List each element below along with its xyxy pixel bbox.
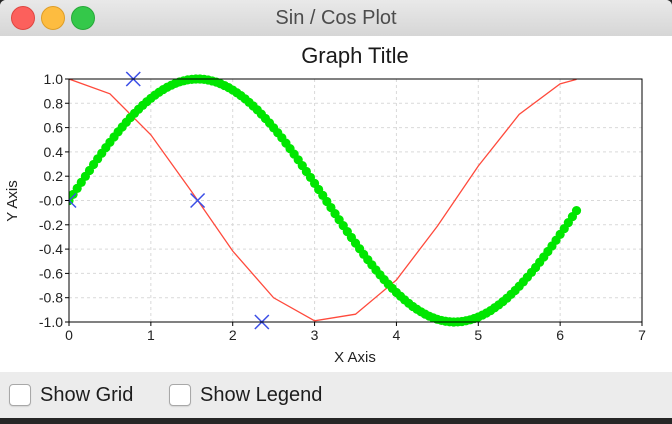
x-tick-label: 1 [147, 327, 155, 343]
chart-title: Graph Title [301, 43, 409, 68]
x-tick-label: 6 [556, 327, 564, 343]
y-tick-label: 0.8 [44, 95, 64, 111]
show-grid-checkbox[interactable] [9, 384, 31, 406]
x-tick-label: 4 [393, 327, 401, 343]
show-grid-option[interactable]: Show Grid [9, 383, 133, 407]
zoom-window-button[interactable] [71, 6, 95, 30]
cos-series-line [69, 78, 577, 322]
sin-cos-chart: 0 1 2 3 4 5 6 7 1.0 0.8 0.6 0.4 0.2 -0.0 -0.2 -0.4 -0.6 -… [4, 43, 646, 366]
y-tick-label: -1.0 [39, 314, 63, 330]
y-tick-label: 0.6 [44, 120, 64, 136]
x-tick-label: 0 [65, 327, 73, 343]
controls-bar: Show Grid Show Legend [0, 372, 672, 418]
x-tick-label: 7 [638, 327, 646, 343]
x-marker-point [69, 192, 77, 209]
y-tick-label: -0.0 [39, 193, 63, 209]
x-marker-stroke [69, 199, 77, 209]
chart-panel: 0 1 2 3 4 5 6 7 1.0 0.8 0.6 0.4 0.2 -0.0 -0.2 -0.4 -0.6 -… [0, 36, 672, 372]
title-bar[interactable]: Sin / Cos Plot [0, 0, 672, 37]
x-marker-point [190, 192, 206, 209]
x-tick-label: 2 [229, 327, 237, 343]
y-tick-label: -0.6 [39, 265, 63, 281]
y-axis-label: Y Axis [4, 180, 21, 221]
x-axis-label: X Axis [334, 349, 376, 366]
show-legend-option[interactable]: Show Legend [169, 383, 322, 407]
x-tick-label: 5 [474, 327, 482, 343]
close-window-button[interactable] [11, 6, 35, 30]
x-tick-label: 3 [311, 327, 319, 343]
x-marker-stroke [190, 192, 206, 209]
show-grid-label[interactable]: Show Grid [40, 383, 134, 406]
show-legend-label[interactable]: Show Legend [200, 383, 323, 406]
y-tick-label: 0.2 [44, 168, 64, 184]
minimize-window-button[interactable] [41, 6, 65, 30]
y-tick-label: -0.4 [39, 241, 63, 257]
y-tick-label: -0.2 [39, 217, 63, 233]
show-legend-checkbox[interactable] [169, 384, 191, 406]
x-marker-stroke [69, 192, 77, 202]
y-tick-label: -0.8 [39, 290, 63, 306]
plot-area [69, 79, 642, 322]
window-title: Sin / Cos Plot [275, 7, 397, 29]
y-tick-label: 1.0 [44, 71, 64, 87]
data-layer [69, 71, 582, 330]
sin-series-point [571, 205, 582, 216]
y-tick-label: 0.4 [44, 144, 64, 160]
